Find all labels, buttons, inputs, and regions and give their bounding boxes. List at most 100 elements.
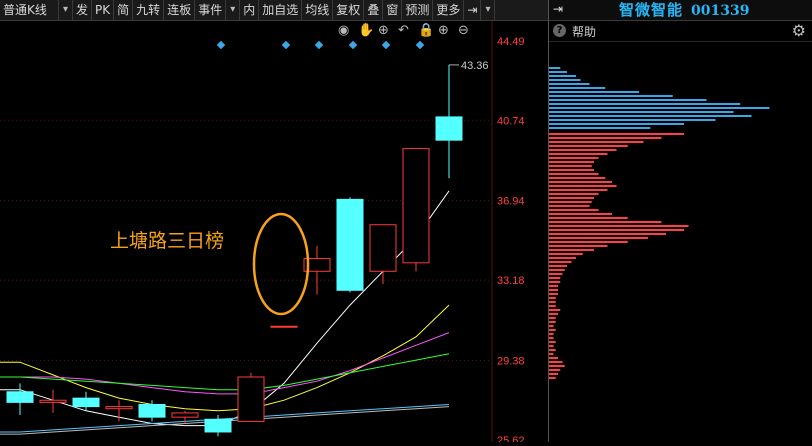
lock-icon[interactable]: 🔒 [418, 23, 434, 38]
help-icon[interactable]: ? [553, 24, 566, 37]
toolbar-item[interactable]: 均线 [302, 0, 334, 20]
candle-body [39, 399, 67, 403]
hand-icon[interactable]: ✋ [358, 22, 374, 38]
help-bar: ? 帮助 ⚙ [549, 21, 812, 42]
kline-chart[interactable]: 44.49 40.74 36.94 33.18 29.38 25.62 43.36 ◉ ✋ ⊕ ↶ 🔒… [0, 21, 548, 442]
chip-bar [549, 165, 592, 167]
high-price-label: 43.36 [461, 60, 489, 72]
zoom-icon[interactable]: ⊕ [378, 23, 389, 38]
chip-bar [549, 269, 565, 271]
toolbar-item[interactable]: 更多 [433, 0, 465, 20]
chip-bar [549, 189, 608, 191]
chip-bar [549, 349, 556, 351]
event-diamond [281, 40, 291, 50]
chip-bar [549, 79, 581, 81]
annotation-text: 上塘路三日榜 [110, 230, 224, 252]
chip-bar [549, 193, 599, 195]
toolbar-item[interactable]: PK [92, 0, 115, 20]
chip-bar [549, 317, 556, 319]
candle-body [171, 412, 199, 418]
chip-bar [549, 369, 561, 371]
toolbar-item[interactable]: 九转 [133, 0, 165, 20]
stock-name: 智微智能 [619, 1, 684, 19]
chip-bar [549, 281, 561, 283]
eye-icon[interactable]: ◉ [338, 23, 349, 38]
chip-bar [549, 173, 599, 175]
event-diamond [216, 40, 226, 50]
chip-bar [549, 313, 558, 315]
panel-divider [548, 0, 549, 442]
chip-bar [549, 365, 565, 367]
candle-body [105, 406, 133, 410]
chip-bar [549, 277, 561, 279]
chip-bar [549, 153, 608, 155]
event-diamond [314, 40, 324, 50]
chip-bar [549, 289, 558, 291]
candle-body [402, 148, 430, 264]
candle-body [6, 391, 34, 403]
moving-average-line [0, 304, 450, 412]
chip-bar [549, 305, 556, 307]
undo-icon[interactable]: ↶ [398, 23, 409, 38]
toolbar-item[interactable]: 叠 [364, 0, 384, 20]
price-label: 36.94 [497, 196, 525, 208]
moving-average-line [0, 353, 450, 391]
toolbar-item[interactable]: 简 [114, 0, 134, 20]
chip-bar [549, 285, 558, 287]
chip-bar [549, 145, 628, 147]
kline-svg[interactable]: 44.49 40.74 36.94 33.18 29.38 25.62 43.36 ◉ ✋ ⊕ ↶ 🔒… [0, 21, 548, 442]
candle-body [270, 325, 298, 328]
toolbar-item[interactable]: 普通K线 [0, 0, 59, 20]
toolbar-item[interactable]: 预测 [402, 0, 434, 20]
chip-bar [549, 157, 599, 159]
toolbar-item[interactable]: 发 [73, 0, 93, 20]
toolbar-item[interactable]: 加自选 [259, 0, 303, 20]
chip-bar [549, 265, 567, 267]
chip-bar [549, 137, 662, 139]
toolbar-item[interactable]: 复权 [333, 0, 365, 20]
dropdown-arrow-icon[interactable]: ▾ [481, 0, 496, 20]
chip-bar [549, 337, 554, 339]
chip-bar [549, 329, 556, 331]
pin-right-icon[interactable]: ⇥ [553, 2, 564, 16]
chip-bar [549, 205, 590, 207]
toolbar-item[interactable]: 事件 [195, 0, 227, 20]
help-label[interactable]: 帮助 [572, 25, 597, 39]
chip-bar [549, 325, 554, 327]
dropdown-arrow-icon[interactable]: ▾ [59, 0, 74, 20]
chip-bar [549, 273, 563, 275]
zoom-out-icon[interactable]: ⊖ [458, 23, 469, 38]
price-label: 25.62 [497, 435, 525, 442]
candle-body [303, 258, 331, 272]
candle-body [237, 376, 265, 422]
chip-bar [549, 103, 741, 105]
price-label: 40.74 [497, 115, 525, 127]
chip-bar [549, 345, 554, 347]
toolbar-item[interactable]: 连板 [164, 0, 196, 20]
chip-bar [549, 357, 558, 359]
chip-bar [549, 309, 561, 311]
chip-bar [549, 181, 612, 183]
gear-icon[interactable]: ⚙ [791, 21, 806, 40]
toolbar-item[interactable]: ⇥ [464, 0, 482, 20]
chip-bar [549, 149, 617, 151]
zoom-in-icon[interactable]: ⊕ [438, 23, 449, 38]
candle-body [72, 397, 100, 408]
candle-body [336, 198, 364, 291]
chip-bar [549, 161, 594, 163]
chip-distribution [549, 41, 812, 442]
toolbar-item[interactable]: 内 [240, 0, 260, 20]
toolbar: 普通K线 ▾ 发 PK 简九转 连板 事件 ▾ 内加自选 均线 复权叠窗预测 更多 ⇥ ▾ [0, 0, 548, 21]
toolbar-item[interactable]: 窗 [383, 0, 403, 20]
price-label: 29.38 [497, 355, 525, 367]
chip-bar [549, 67, 561, 69]
chip-bar [549, 213, 612, 215]
chip-bar [549, 217, 628, 219]
chip-bar [549, 377, 556, 379]
event-diamond [348, 40, 358, 50]
chip-bar [549, 83, 590, 85]
candle-body [204, 418, 232, 433]
chip-bar [549, 361, 563, 363]
dropdown-arrow-icon[interactable]: ▾ [226, 0, 241, 20]
event-diamond [381, 40, 391, 50]
